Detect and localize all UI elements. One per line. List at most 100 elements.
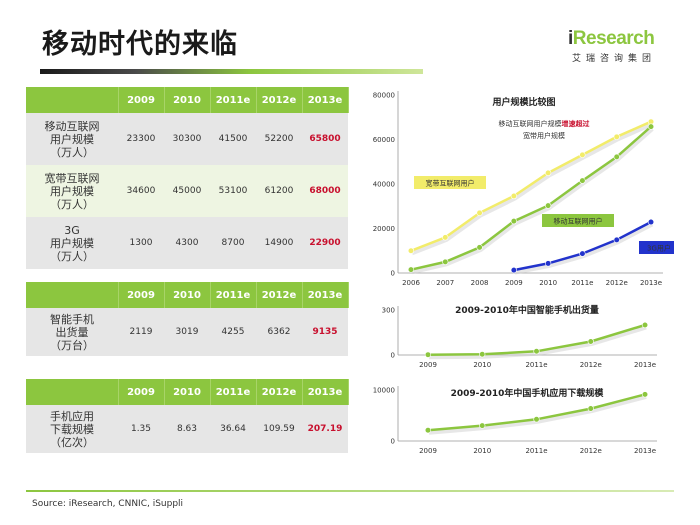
table-cell: 68000 bbox=[302, 165, 348, 217]
table-header-year: 2011e bbox=[210, 379, 257, 405]
x-tick-label: 2012e bbox=[606, 279, 628, 287]
table-cell: 8700 bbox=[210, 217, 256, 269]
table-header-year: 2013e bbox=[302, 282, 349, 308]
row-label-line: 移动互联网 bbox=[44, 119, 100, 133]
user-scale-table: 2009 2010 2011e 2012e 2013e 移动互联网 用户规模 （万人） 2330… bbox=[26, 87, 349, 269]
chart-title: 2009-2010年中国手机应用下载规模 bbox=[451, 387, 605, 399]
table-row: 手机应用 下载规模 （亿次） 1.35 8.63 36.64 109.59 207.19 bbox=[26, 405, 348, 453]
row-label-line: 用户规模 bbox=[50, 236, 94, 250]
row-label-line: 出货量 bbox=[55, 325, 89, 339]
x-tick-label: 2011e bbox=[525, 447, 547, 455]
row-label-line: （万台） bbox=[50, 338, 94, 352]
table-cell: 22900 bbox=[302, 217, 348, 269]
series-line bbox=[410, 120, 652, 252]
data-point bbox=[587, 405, 594, 412]
page-title: 移动时代的来临 bbox=[42, 29, 238, 60]
user-scale-chart: 0 20000 40000 60000 80000 2006 2007 2008 2009 201… bbox=[373, 91, 674, 287]
table-cell: 2119 bbox=[118, 308, 164, 356]
data-point bbox=[545, 260, 552, 267]
smartphone-chart: 0 300 2009 2010 2011e 2012e 2013e 2009-2010年中国智… bbox=[382, 304, 657, 369]
chart-title: 2009-2010年中国智能手机出货量 bbox=[455, 304, 599, 316]
y-tick-label: 0 bbox=[391, 438, 395, 446]
table-cell: 14900 bbox=[256, 217, 302, 269]
table-cell: 4300 bbox=[164, 217, 210, 269]
y-tick-label: 0 bbox=[391, 352, 395, 360]
table-cell: 4255 bbox=[210, 308, 256, 356]
chart-annotation: 移动互联网用户规模增速超过 bbox=[499, 119, 590, 128]
series-line bbox=[513, 220, 652, 272]
table-cell: 8.63 bbox=[164, 405, 210, 453]
data-point bbox=[407, 247, 415, 254]
y-tick-label: 60000 bbox=[373, 136, 395, 144]
series-line bbox=[410, 125, 652, 271]
data-point bbox=[424, 351, 432, 358]
table-cell: 6362 bbox=[256, 308, 302, 356]
x-tick-label: 2013e bbox=[640, 279, 662, 287]
x-tick-label: 2009 bbox=[419, 361, 437, 369]
chart-title: 用户规模比较图 bbox=[491, 96, 555, 108]
table-cell: 1300 bbox=[118, 217, 164, 269]
data-point bbox=[442, 258, 449, 265]
table-cell: 45000 bbox=[164, 165, 210, 217]
data-point bbox=[424, 427, 432, 434]
y-tick-label: 10000 bbox=[373, 387, 395, 395]
x-tick-label: 2012e bbox=[580, 361, 602, 369]
y-tick-label: 20000 bbox=[373, 225, 395, 233]
data-point bbox=[545, 169, 552, 176]
table-cell: 34600 bbox=[118, 165, 164, 217]
row-label-line: 下载规模 bbox=[50, 422, 94, 436]
data-point bbox=[407, 266, 415, 273]
table-header-year: 2012e bbox=[256, 282, 303, 308]
table-cell: 23300 bbox=[118, 113, 164, 165]
y-tick-label: 300 bbox=[382, 307, 395, 315]
logo-subtitle: 艾瑞咨询集团 bbox=[572, 54, 657, 64]
table-cell: 41500 bbox=[210, 113, 256, 165]
y-tick-label: 80000 bbox=[373, 92, 395, 100]
logo-wordmark: iResearch bbox=[568, 28, 655, 49]
smartphone-shipments-table: 2009 2010 2011e 2012e 2013e 智能手机 出货量 （万台） 2119 30… bbox=[26, 282, 349, 356]
data-point bbox=[533, 416, 540, 423]
row-label: 宽带互联网 用户规模 （万人） bbox=[26, 165, 118, 217]
table-row: 移动互联网 用户规模 （万人） 23300 30300 41500 52200 65800 bbox=[26, 113, 348, 165]
table-header-year: 2010 bbox=[164, 282, 211, 308]
table-cell: 30300 bbox=[164, 113, 210, 165]
row-label: 智能手机 出货量 （万台） bbox=[26, 308, 118, 356]
row-label-line: 3G bbox=[64, 223, 80, 237]
table-header-blank bbox=[26, 379, 119, 405]
row-label-line: （万人） bbox=[50, 197, 94, 211]
row-label-line: 宽带互联网 bbox=[44, 171, 100, 185]
series-shadow bbox=[411, 126, 654, 275]
row-label: 3G 用户规模 （万人） bbox=[26, 217, 118, 269]
x-tick-label: 2013e bbox=[634, 447, 656, 455]
x-tick-label: 2013e bbox=[634, 361, 656, 369]
app-downloads-table: 2009 2010 2011e 2012e 2013e 手机应用 下载规模 （亿次） 1.35 8… bbox=[26, 379, 349, 453]
x-tick-label: 2006 bbox=[402, 279, 420, 287]
table-cell: 53100 bbox=[210, 165, 256, 217]
title-underline bbox=[40, 69, 423, 74]
table-cell: 65800 bbox=[302, 113, 348, 165]
data-point bbox=[647, 218, 655, 226]
data-point bbox=[579, 177, 586, 184]
data-point bbox=[476, 244, 483, 251]
data-point bbox=[587, 338, 594, 345]
series-label-box bbox=[639, 241, 674, 254]
y-tick-label: 40000 bbox=[373, 181, 395, 189]
table-header-year: 2011e bbox=[210, 282, 257, 308]
data-point bbox=[476, 209, 483, 217]
row-label: 移动互联网 用户规模 （万人） bbox=[26, 113, 118, 165]
table-header-blank bbox=[26, 282, 119, 308]
data-point bbox=[510, 192, 517, 200]
data-point bbox=[545, 202, 552, 209]
series-label: 3G用户 bbox=[647, 244, 671, 253]
table-cell: 109.59 bbox=[256, 405, 302, 453]
row-label-line: （万人） bbox=[50, 249, 94, 263]
data-point bbox=[479, 351, 486, 358]
x-tick-label: 2011e bbox=[525, 361, 547, 369]
row-label-line: 用户规模 bbox=[50, 184, 94, 198]
table-header-year: 2009 bbox=[118, 87, 165, 113]
data-point bbox=[613, 153, 620, 160]
table-header-year: 2010 bbox=[164, 379, 211, 405]
table-header-year: 2012e bbox=[256, 379, 303, 405]
footer-divider bbox=[26, 490, 674, 492]
data-point bbox=[579, 151, 586, 158]
